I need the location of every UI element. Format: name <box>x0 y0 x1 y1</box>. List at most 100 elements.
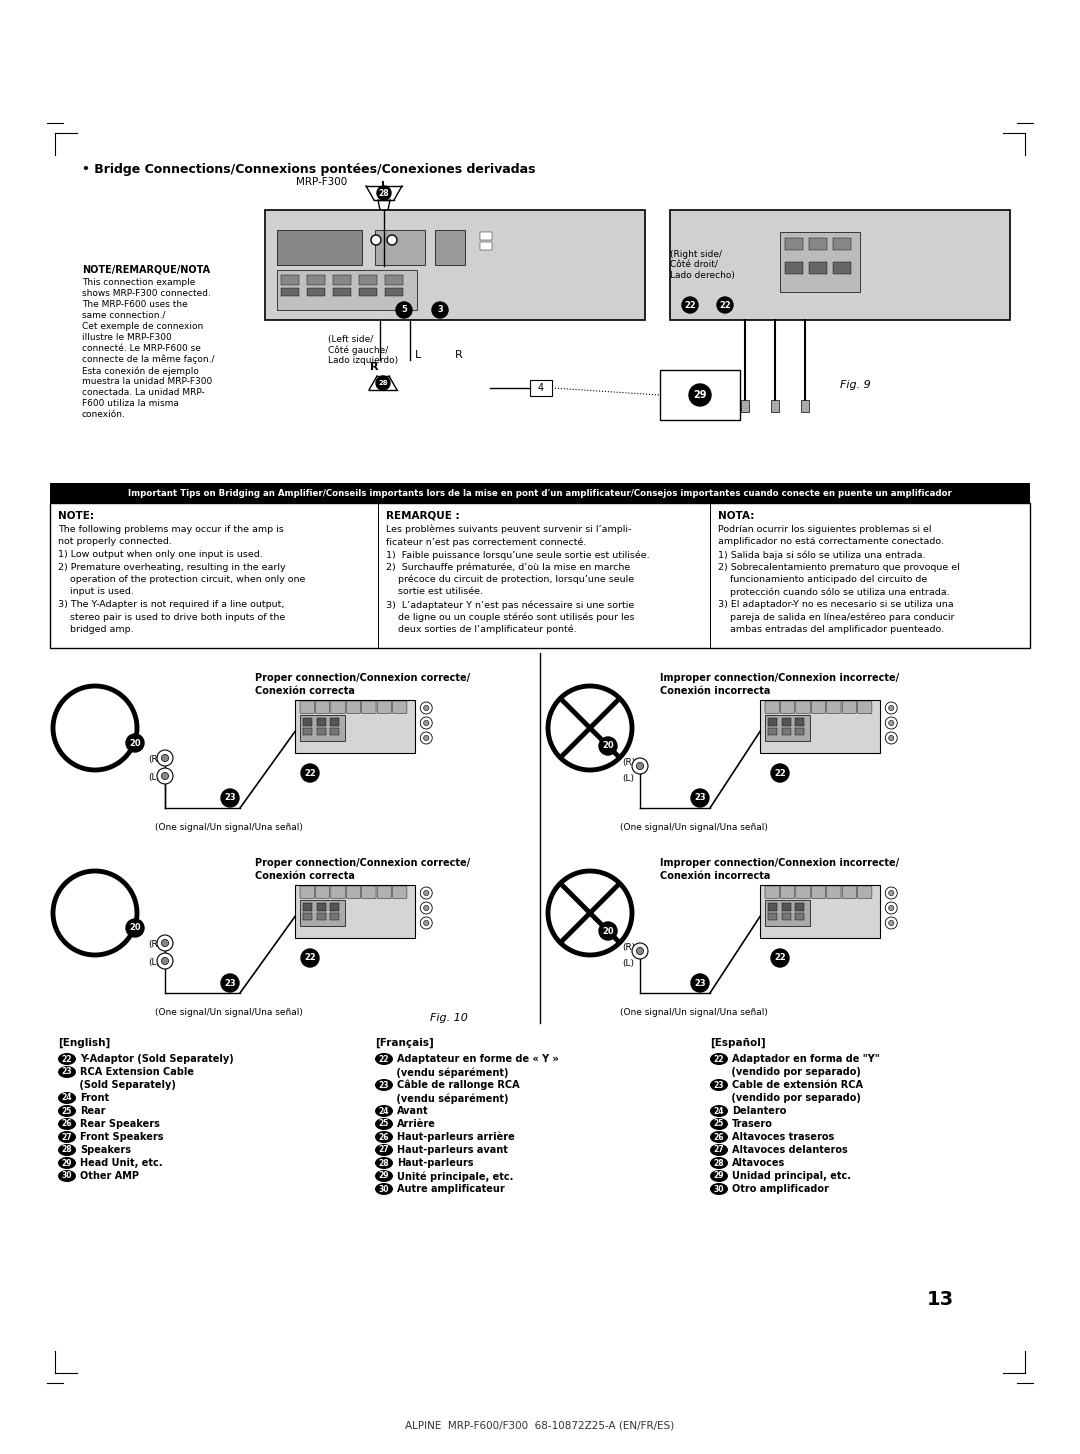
Circle shape <box>632 944 648 960</box>
Ellipse shape <box>710 1157 728 1169</box>
Circle shape <box>698 285 702 289</box>
Bar <box>782 718 791 726</box>
Text: ALPINE  MRP-F600/F300  68-10872Z25-A (EN/FR/ES): ALPINE MRP-F600/F300 68-10872Z25-A (EN/F… <box>405 1421 675 1429</box>
Text: 22: 22 <box>305 954 315 963</box>
Ellipse shape <box>710 1118 728 1130</box>
Bar <box>295 699 415 753</box>
Text: Cet exemple de connexion: Cet exemple de connexion <box>82 321 203 332</box>
Text: 1) Low output when only one input is used.: 1) Low output when only one input is use… <box>58 550 262 558</box>
FancyBboxPatch shape <box>797 212 819 225</box>
Text: 2)  Surchauffe prématurée, d’où la mise en marche: 2) Surchauffe prématurée, d’où la mise e… <box>386 563 631 571</box>
Bar <box>300 900 345 926</box>
Text: 1)  Faible puissance lorsqu’une seule sortie est utilisée.: 1) Faible puissance lorsqu’une seule sor… <box>386 550 650 560</box>
Text: funcionamiento anticipado del circuito de: funcionamiento anticipado del circuito d… <box>718 574 928 585</box>
FancyBboxPatch shape <box>384 212 404 225</box>
Text: deux sorties de l’amplificateur ponté.: deux sorties de l’amplificateur ponté. <box>386 625 577 634</box>
Bar <box>809 238 827 250</box>
Bar <box>303 913 312 920</box>
Circle shape <box>387 236 397 246</box>
Text: Conexión incorrecta: Conexión incorrecta <box>660 871 770 881</box>
Bar <box>785 238 804 250</box>
Text: RCA Extension Cable: RCA Extension Cable <box>80 1067 194 1077</box>
Text: 20: 20 <box>130 923 140 932</box>
Text: L: L <box>380 180 388 190</box>
Text: 22: 22 <box>774 954 786 963</box>
Text: ficateur n’est pas correctement connecté.: ficateur n’est pas correctement connecté… <box>386 538 586 547</box>
Bar <box>307 288 325 297</box>
Circle shape <box>724 276 746 298</box>
FancyBboxPatch shape <box>300 212 320 225</box>
Bar <box>316 728 325 736</box>
Circle shape <box>733 233 737 237</box>
Text: 2) Premature overheating, resulting in the early: 2) Premature overheating, resulting in t… <box>58 563 285 571</box>
Bar <box>768 718 777 726</box>
Bar <box>330 903 339 910</box>
Circle shape <box>420 702 432 714</box>
Text: pareja de salida en línea/estéreo para conducir: pareja de salida en línea/estéreo para c… <box>718 612 955 622</box>
Circle shape <box>423 736 429 740</box>
Text: This connection example: This connection example <box>82 278 195 286</box>
Text: Proper connection/Connexion correcte/: Proper connection/Connexion correcte/ <box>255 858 470 868</box>
Circle shape <box>886 917 897 929</box>
Circle shape <box>724 224 746 246</box>
Bar <box>782 913 791 920</box>
FancyBboxPatch shape <box>347 885 361 899</box>
Text: 26: 26 <box>379 1133 389 1141</box>
Text: (One signal/Un signal/Una señal): (One signal/Un signal/Una señal) <box>156 823 302 832</box>
Text: 30: 30 <box>714 1185 725 1194</box>
Bar <box>333 275 351 285</box>
Text: (Right side/
Côté droit/
Lado derecho): (Right side/ Côté droit/ Lado derecho) <box>670 250 734 279</box>
FancyBboxPatch shape <box>677 212 699 225</box>
Text: [Français]: [Français] <box>375 1038 434 1048</box>
Text: 22: 22 <box>305 769 315 778</box>
Circle shape <box>698 233 702 237</box>
FancyBboxPatch shape <box>842 885 856 899</box>
Text: Altavoces traseros: Altavoces traseros <box>732 1133 834 1141</box>
Text: bridged amp.: bridged amp. <box>58 625 134 634</box>
Bar <box>768 903 777 910</box>
Ellipse shape <box>58 1144 76 1156</box>
Text: 3) The Y-Adapter is not required if a line output,: 3) The Y-Adapter is not required if a li… <box>58 601 284 609</box>
Circle shape <box>420 917 432 929</box>
Bar <box>480 233 492 240</box>
Circle shape <box>53 686 137 771</box>
Bar <box>660 369 740 420</box>
Text: Proper connection/Connexion correcte/: Proper connection/Connexion correcte/ <box>255 673 470 683</box>
Text: Otro amplificador: Otro amplificador <box>732 1184 828 1194</box>
Text: 22: 22 <box>684 301 696 310</box>
FancyBboxPatch shape <box>468 212 488 225</box>
Circle shape <box>886 702 897 714</box>
Bar <box>760 699 880 753</box>
Ellipse shape <box>375 1118 393 1130</box>
Bar <box>333 288 351 297</box>
Text: conectada. La unidad MRP-: conectada. La unidad MRP- <box>82 388 205 397</box>
Text: Delantero: Delantero <box>732 1106 786 1117</box>
Text: (vendu séparément): (vendu séparément) <box>393 1093 509 1104</box>
FancyBboxPatch shape <box>826 701 841 714</box>
FancyBboxPatch shape <box>496 212 516 225</box>
Text: Conexión correcta: Conexión correcta <box>255 686 355 696</box>
Circle shape <box>691 790 708 807</box>
Text: Câble de rallonge RCA: Câble de rallonge RCA <box>397 1080 519 1090</box>
Text: The MRP-F600 uses the: The MRP-F600 uses the <box>82 300 188 310</box>
Text: Y-Adaptor (Sold Separately): Y-Adaptor (Sold Separately) <box>80 1054 233 1064</box>
FancyBboxPatch shape <box>858 701 872 714</box>
FancyBboxPatch shape <box>330 885 346 899</box>
Text: R: R <box>369 362 378 372</box>
Text: 28: 28 <box>379 189 389 198</box>
Text: The following problems may occur if the amp is: The following problems may occur if the … <box>58 525 284 534</box>
Text: (L): (L) <box>622 774 634 784</box>
Bar <box>771 400 779 411</box>
Ellipse shape <box>375 1157 393 1169</box>
Text: 23: 23 <box>225 794 235 803</box>
Bar <box>316 913 325 920</box>
Circle shape <box>730 282 740 292</box>
Bar <box>303 903 312 910</box>
Text: 22: 22 <box>714 1054 725 1063</box>
Text: Trasero: Trasero <box>732 1120 773 1128</box>
Text: Fig. 10: Fig. 10 <box>430 1013 468 1024</box>
Text: 23: 23 <box>694 794 706 803</box>
Text: Unité principale, etc.: Unité principale, etc. <box>397 1170 513 1182</box>
Text: (R): (R) <box>148 755 161 763</box>
Text: shows MRP-F300 connected.: shows MRP-F300 connected. <box>82 289 211 298</box>
